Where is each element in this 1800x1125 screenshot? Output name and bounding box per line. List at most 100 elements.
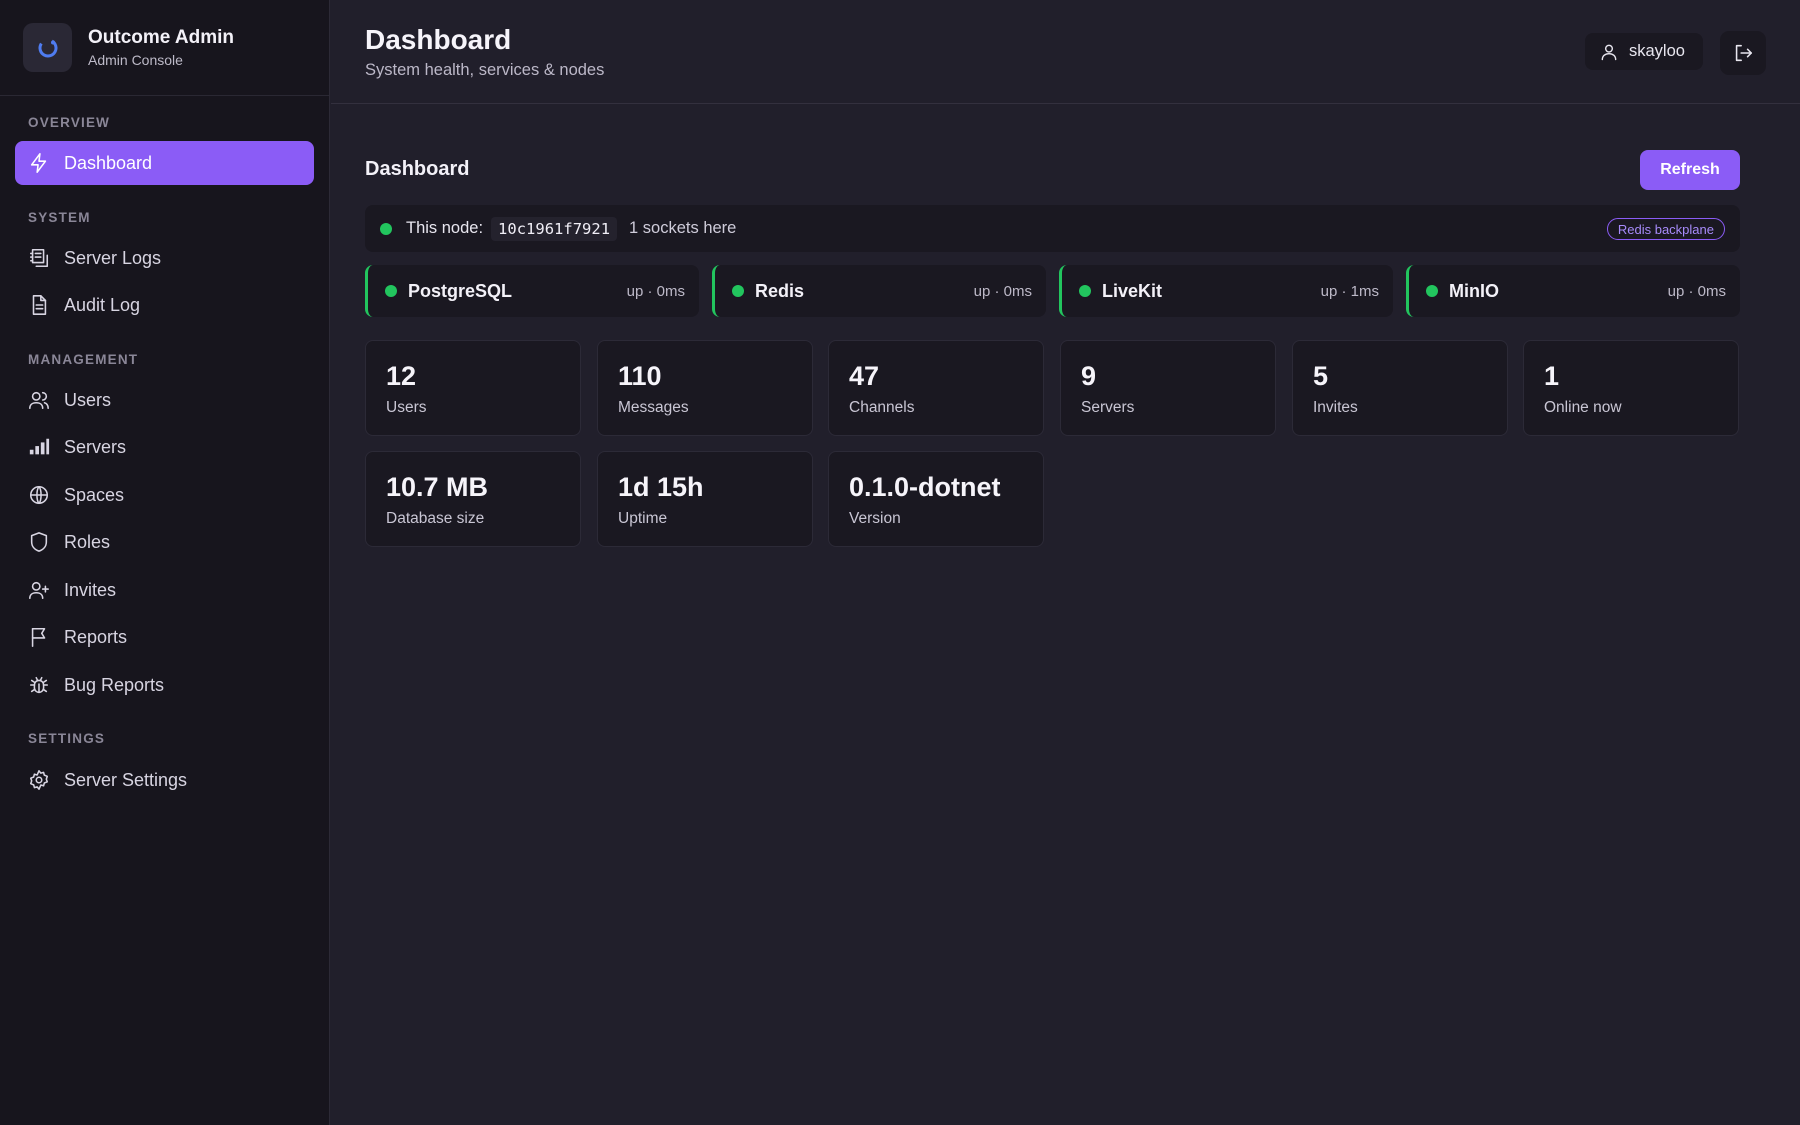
sidebar-item-label: Server Settings bbox=[64, 769, 188, 790]
stat-label: Uptime bbox=[618, 510, 668, 527]
stat-label: Invites bbox=[1313, 399, 1358, 416]
logout-button[interactable] bbox=[1720, 31, 1766, 75]
stat-card-uptime: 1d 15h Uptime bbox=[597, 451, 813, 547]
stat-card-online-now: 1 Online now bbox=[1523, 340, 1739, 436]
stat-value: 1d 15h bbox=[618, 472, 704, 502]
status-dot-icon bbox=[380, 222, 392, 235]
sidebar-item-label: Audit Log bbox=[64, 294, 141, 315]
stat-label: Database size bbox=[386, 510, 485, 527]
sidebar-item-invites[interactable]: Invites bbox=[15, 568, 314, 612]
brand: Outcome Admin Admin Console bbox=[0, 0, 329, 96]
sidebar-item-label: Roles bbox=[64, 531, 111, 552]
stat-label: Users bbox=[386, 399, 427, 416]
globe-icon bbox=[28, 484, 50, 506]
stat-card-invites: 5 Invites bbox=[1292, 340, 1508, 436]
service-status: up · 1ms bbox=[1320, 282, 1379, 300]
service-status: up · 0ms bbox=[626, 282, 685, 300]
sidebar-item-label: Reports bbox=[64, 626, 128, 647]
page-header: Dashboard System health, services & node… bbox=[331, 0, 1800, 104]
service-status: up · 0ms bbox=[1667, 282, 1726, 300]
section-title: Dashboard bbox=[365, 158, 470, 180]
sidebar-item-servers[interactable]: Servers bbox=[15, 425, 314, 469]
section-label-settings: SETTINGS bbox=[28, 731, 106, 746]
sidebar-item-label: Servers bbox=[64, 436, 127, 457]
status-dot-icon bbox=[1426, 285, 1438, 297]
status-dot-icon bbox=[732, 285, 744, 297]
stat-card-messages: 110 Messages bbox=[597, 340, 813, 436]
stat-value: 9 bbox=[1081, 361, 1097, 391]
sidebar: Outcome Admin Admin Console OVERVIEW Das… bbox=[0, 0, 330, 1125]
stat-value: 10.7 MB bbox=[386, 472, 489, 502]
gear-icon bbox=[28, 769, 50, 791]
service-card: MinIO up · 0ms bbox=[1406, 265, 1740, 317]
stat-value: 47 bbox=[849, 361, 880, 391]
sidebar-item-bug-reports[interactable]: Bug Reports bbox=[15, 663, 314, 707]
sidebar-item-audit-log[interactable]: Audit Log bbox=[15, 283, 314, 327]
sidebar-item-spaces[interactable]: Spaces bbox=[15, 473, 314, 517]
sidebar-item-server-settings[interactable]: Server Settings bbox=[15, 758, 314, 802]
section-label-system: SYSTEM bbox=[28, 210, 91, 225]
sidebar-item-label: Server Logs bbox=[64, 247, 162, 268]
status-dot-icon bbox=[1079, 285, 1091, 297]
node-info-bar: This node: 10c1961f7921 1 sockets here R… bbox=[365, 205, 1740, 252]
stat-value: 110 bbox=[618, 361, 662, 391]
stat-value: 0.1.0-dotnet bbox=[849, 472, 1001, 502]
node-sockets: 1 sockets here bbox=[629, 219, 737, 237]
service-status: up · 0ms bbox=[973, 282, 1032, 300]
service-card: PostgreSQL up · 0ms bbox=[365, 265, 699, 317]
shield-icon bbox=[28, 531, 50, 553]
stat-value: 5 bbox=[1313, 361, 1329, 391]
flag-icon bbox=[28, 626, 50, 648]
stat-card-version: 0.1.0-dotnet Version bbox=[828, 451, 1044, 547]
document-icon bbox=[28, 294, 50, 316]
service-name: LiveKit bbox=[1102, 280, 1163, 301]
refresh-button[interactable]: Refresh bbox=[1640, 150, 1740, 190]
brand-title: Outcome Admin bbox=[88, 27, 235, 48]
sidebar-item-label: Spaces bbox=[64, 484, 125, 505]
users-icon bbox=[28, 389, 50, 411]
username: skayloo bbox=[1629, 42, 1685, 60]
section-label-management: MANAGEMENT bbox=[28, 352, 139, 367]
stat-label: Channels bbox=[849, 399, 915, 416]
brand-logo-icon bbox=[23, 23, 72, 72]
sidebar-item-users[interactable]: Users bbox=[15, 378, 314, 422]
node-label: This node: bbox=[406, 219, 484, 237]
status-dot-icon bbox=[385, 285, 397, 297]
sidebar-item-label: Bug Reports bbox=[64, 674, 165, 695]
service-name: Redis bbox=[755, 280, 805, 301]
bug-icon bbox=[28, 674, 50, 696]
stat-card-channels: 47 Channels bbox=[828, 340, 1044, 436]
sidebar-item-label: Users bbox=[64, 389, 112, 410]
logs-icon bbox=[28, 247, 50, 269]
page-title: Dashboard bbox=[365, 24, 512, 55]
service-name: MinIO bbox=[1449, 280, 1499, 301]
stat-label: Servers bbox=[1081, 399, 1135, 416]
user-menu[interactable]: skayloo bbox=[1585, 33, 1703, 70]
stat-label: Messages bbox=[618, 399, 689, 416]
signal-bars-icon bbox=[28, 436, 50, 458]
stat-card-servers: 9 Servers bbox=[1060, 340, 1276, 436]
brand-subtitle: Admin Console bbox=[88, 52, 183, 68]
sidebar-item-roles[interactable]: Roles bbox=[15, 520, 314, 564]
page-subtitle: System health, services & nodes bbox=[365, 61, 605, 79]
sidebar-item-label: Invites bbox=[64, 579, 117, 600]
service-card: Redis up · 0ms bbox=[712, 265, 1046, 317]
service-name: PostgreSQL bbox=[408, 280, 513, 301]
user-icon bbox=[1601, 44, 1617, 60]
bolt-icon bbox=[28, 152, 50, 174]
stat-label: Online now bbox=[1544, 399, 1622, 416]
service-card: LiveKit up · 1ms bbox=[1059, 265, 1393, 317]
backplane-badge: Redis backplane bbox=[1606, 218, 1725, 240]
stat-label: Version bbox=[849, 510, 901, 527]
stat-value: 12 bbox=[386, 361, 417, 391]
stat-value: 1 bbox=[1544, 361, 1560, 391]
section-label-overview: OVERVIEW bbox=[28, 115, 111, 130]
logout-icon bbox=[1735, 44, 1753, 62]
sidebar-item-dashboard[interactable]: Dashboard bbox=[15, 141, 314, 185]
sidebar-item-server-logs[interactable]: Server Logs bbox=[15, 236, 314, 280]
stat-card-users: 12 Users bbox=[365, 340, 581, 436]
node-id: 10c1961f7921 bbox=[491, 216, 618, 241]
stat-card-database-size: 10.7 MB Database size bbox=[365, 451, 581, 547]
sidebar-item-label: Dashboard bbox=[64, 152, 153, 173]
sidebar-item-reports[interactable]: Reports bbox=[15, 615, 314, 659]
